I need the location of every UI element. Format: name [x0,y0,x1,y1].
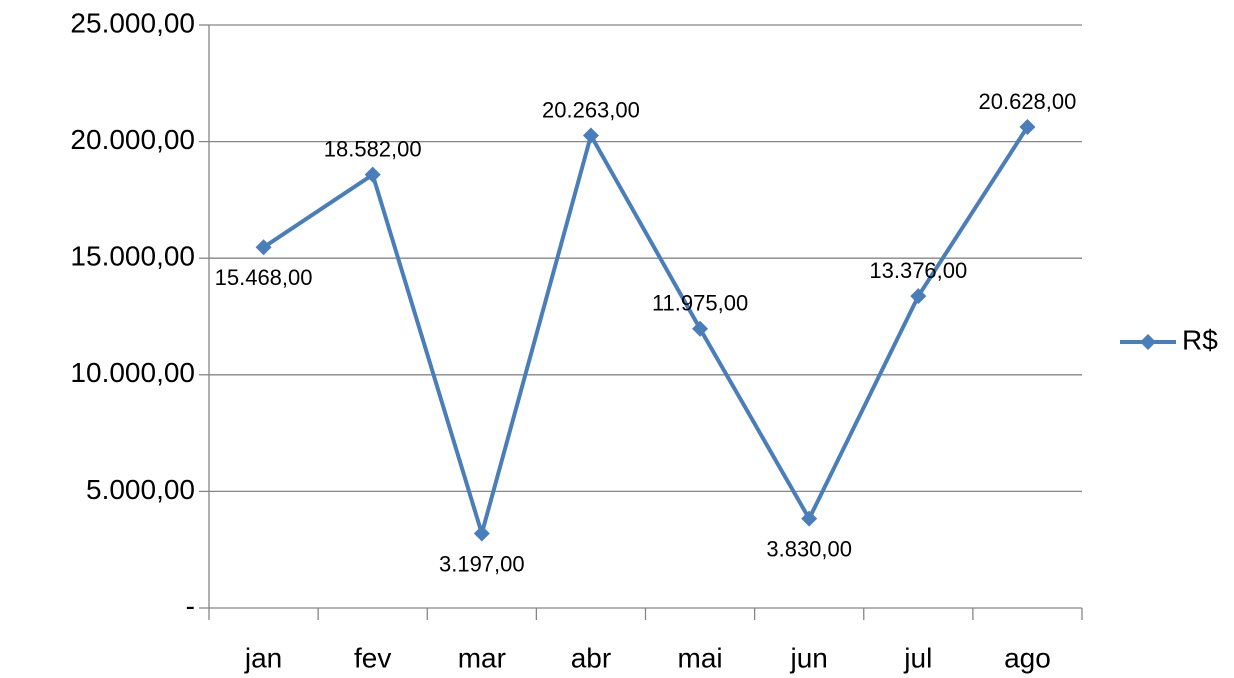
y-tick-label: 20.000,00 [70,124,195,155]
legend-marker [1140,334,1156,350]
data-label: 3.197,00 [439,551,525,576]
data-label: 20.628,00 [979,89,1077,114]
data-label: 18.582,00 [324,136,422,161]
y-tick-label: - [186,590,195,621]
data-label: 11.975,00 [652,291,748,316]
x-tick-label: jul [903,642,932,673]
marker [801,510,818,527]
x-tick-label: mar [458,642,506,673]
y-tick-label: 15.000,00 [70,241,195,272]
x-tick-label: jun [790,642,828,673]
x-tick-label: jan [244,642,282,673]
marker [473,525,490,542]
y-tick-label: 5.000,00 [86,474,195,505]
x-tick-label: mai [678,642,723,673]
marker [910,288,927,305]
marker [692,320,709,337]
marker [255,239,272,256]
data-label: 3.830,00 [766,536,852,561]
marker [582,127,599,144]
data-label: 20.263,00 [542,97,640,122]
x-tick-label: abr [571,642,611,673]
series-line [262,125,1030,536]
data-label: 13.376,00 [869,258,967,283]
marker [364,166,381,183]
x-tick-label: fev [354,642,391,673]
x-tick-label: ago [1004,642,1051,673]
y-tick-label: 10.000,00 [70,357,195,388]
legend-label: R$ [1182,324,1218,355]
data-label: 15.468,00 [215,265,313,290]
y-tick-label: 25.000,00 [70,7,195,38]
marker [1019,118,1036,135]
